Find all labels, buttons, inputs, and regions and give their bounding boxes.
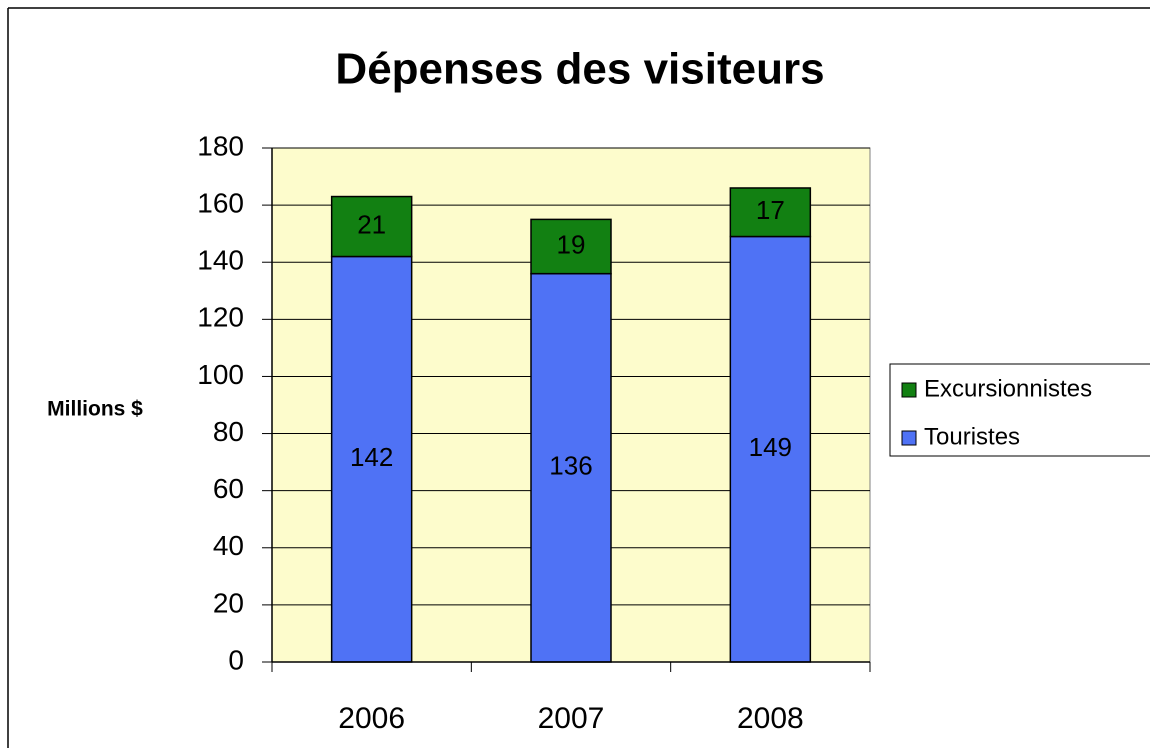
y-tick-label: 160 [197,188,244,219]
data-label: 19 [557,229,586,259]
legend-box [889,363,1150,457]
data-label: 21 [357,209,386,239]
y-axis-label: Millions $ [47,398,143,421]
data-label: 142 [350,442,393,472]
legend-label: Excursionnistes [924,375,1092,402]
y-tick-label: 180 [197,130,244,161]
legend-swatch [901,382,917,398]
bar-segment [729,187,812,238]
x-tick-label: 2008 [737,702,804,735]
y-tick-label: 100 [197,359,244,390]
y-tick-label: 80 [213,416,244,447]
x-tick-label: 2007 [538,702,605,735]
legend-swatch [901,430,917,446]
x-tick-label: 2006 [338,702,405,735]
y-tick-label: 0 [228,644,244,675]
bar-segment [330,195,413,258]
chart-title: Dépenses des visiteurs [335,45,824,94]
y-tick-label: 60 [213,473,244,504]
legend-label: Touristes [924,423,1020,450]
y-tick-label: 140 [197,245,244,276]
y-tick-label: 20 [213,587,244,618]
y-tick-label: 40 [213,530,244,561]
data-label: 17 [756,195,785,225]
y-tick-label: 120 [197,302,244,333]
bar-segment [530,218,612,275]
bar-segment [729,235,812,663]
data-label: 149 [749,432,792,462]
data-label: 136 [549,451,592,481]
